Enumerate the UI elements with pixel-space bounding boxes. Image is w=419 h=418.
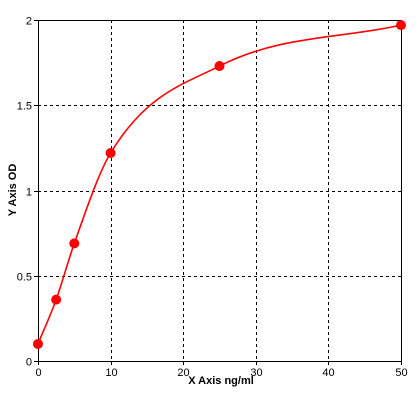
x-axis-title: X Axis ng/ml xyxy=(188,375,254,387)
y-tick-label: 0.5 xyxy=(17,272,32,284)
y-tick-label: 0 xyxy=(26,357,32,369)
y-tick-label: 1.5 xyxy=(17,101,32,113)
data-point xyxy=(33,338,43,349)
x-tick-label: 30 xyxy=(250,367,262,379)
x-tick-label: 0 xyxy=(35,367,41,379)
data-point xyxy=(214,61,225,72)
y-axis-title: Y Axis OD xyxy=(7,164,19,217)
data-points xyxy=(33,20,406,349)
data-point xyxy=(396,20,406,31)
x-tick-label: 50 xyxy=(395,367,407,379)
data-point xyxy=(51,294,62,305)
plot-area xyxy=(38,20,402,362)
x-tick-label: 20 xyxy=(177,367,189,379)
data-point xyxy=(69,238,80,249)
data-point xyxy=(105,147,116,158)
fit-curve xyxy=(37,24,402,345)
y-axis: 0 0.5 1 1.5 2 xyxy=(17,16,38,369)
y-tick-label: 1 xyxy=(26,187,32,199)
x-axis: 0 10 20 30 40 50 xyxy=(35,361,408,379)
gridlines xyxy=(38,20,401,361)
y-tick-label: 2 xyxy=(26,16,32,28)
x-tick-label: 40 xyxy=(322,367,334,379)
x-tick-label: 10 xyxy=(105,367,117,379)
